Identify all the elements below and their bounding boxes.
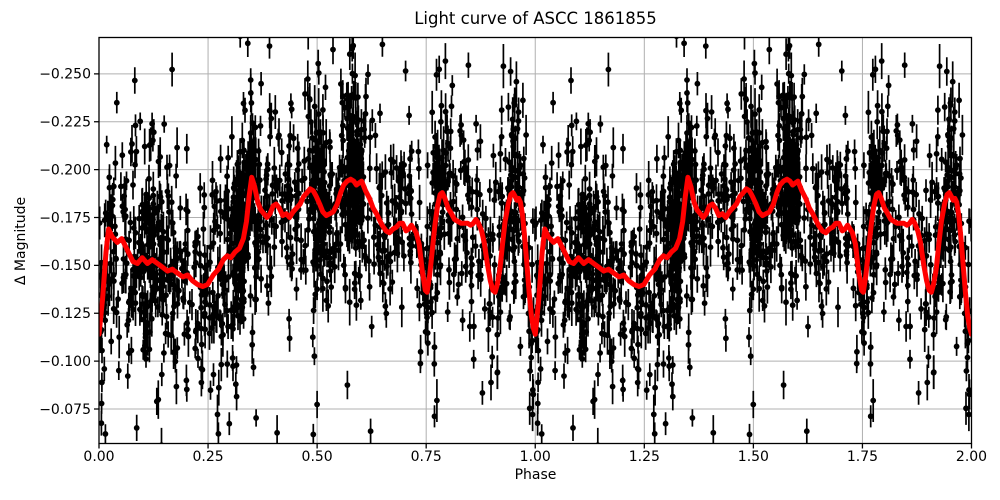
y-tick-label: −0.100: [39, 354, 91, 370]
y-axis-label: Δ Magnitude: [13, 196, 29, 286]
y-tick-label: −0.125: [39, 306, 91, 322]
x-tick-label: 1.75: [847, 449, 878, 465]
x-tick-label: 1.00: [520, 449, 551, 465]
x-tick-label: 1.25: [629, 449, 660, 465]
x-tick-label: 2.00: [956, 449, 987, 465]
y-tick-label: −0.150: [39, 258, 91, 274]
y-tick-label: −0.250: [39, 67, 91, 83]
y-tick-label: −0.075: [39, 402, 91, 418]
x-tick-label: 0.50: [302, 449, 333, 465]
chart-title: Light curve of ASCC 1861855: [414, 9, 657, 28]
x-axis-label: Phase: [514, 467, 557, 483]
x-tick-label: 1.50: [738, 449, 769, 465]
y-tick-label: −0.225: [39, 115, 91, 131]
x-tick-label: 0.75: [411, 449, 442, 465]
y-tick-label: −0.200: [39, 162, 91, 178]
y-tick-label: −0.175: [39, 210, 91, 226]
x-tick-label: 0.25: [192, 449, 223, 465]
axis-ticks: 0.00 0.25 0.50 0.75 1.00 1.25 1.50 1.75 2.00 −0.2…: [39, 67, 987, 465]
smoothed-light-curve: [99, 174, 972, 337]
observation-points: [99, 37, 972, 444]
x-tick-label: 0.00: [83, 449, 114, 465]
